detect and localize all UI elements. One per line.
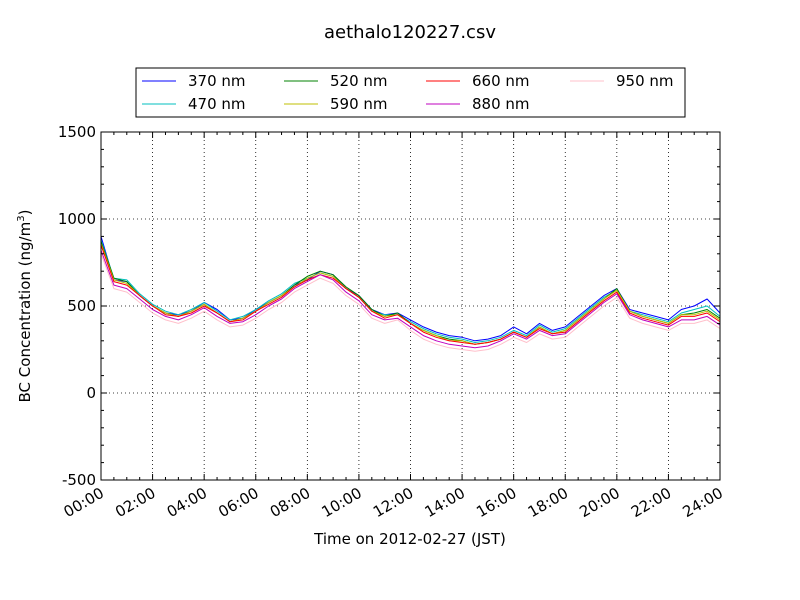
y-axis-label-main: BC Concentration (ng/m: [16, 222, 34, 403]
legend-box: [135, 67, 686, 118]
y-tick-label: 1000: [58, 210, 96, 228]
series-line-660-nm: [101, 244, 720, 345]
legend-label: 880 nm: [472, 95, 530, 113]
y-tick-label: 1500: [58, 123, 96, 141]
legend-label: 590 nm: [330, 95, 388, 113]
legend-label: 520 nm: [330, 72, 388, 90]
series-line-880-nm: [101, 250, 720, 349]
legend: 370 nm 470 nm 520 nm 590 nm 660 nm 880 nm 950 …: [135, 67, 686, 118]
x-axis-label: Time on 2012-02-27 (JST): [313, 530, 506, 548]
y-tick-label: 500: [67, 297, 96, 315]
y-tick-label: -500: [62, 471, 96, 489]
legend-label: 950 nm: [616, 72, 674, 90]
series-line-950-nm: [101, 253, 720, 352]
y-axis-label: BC Concentration (ng/m3): [16, 210, 34, 403]
legend-label: 370 nm: [188, 72, 246, 90]
series-layer: [101, 236, 720, 352]
legend-label: 660 nm: [472, 72, 530, 90]
y-axis-label-tail: ): [16, 210, 34, 216]
legend-label: 470 nm: [188, 95, 246, 113]
y-axis-label-superscript: 3: [16, 215, 27, 221]
y-tick-label: 0: [86, 384, 96, 402]
chart-title: aethalo120227.csv: [324, 22, 496, 43]
